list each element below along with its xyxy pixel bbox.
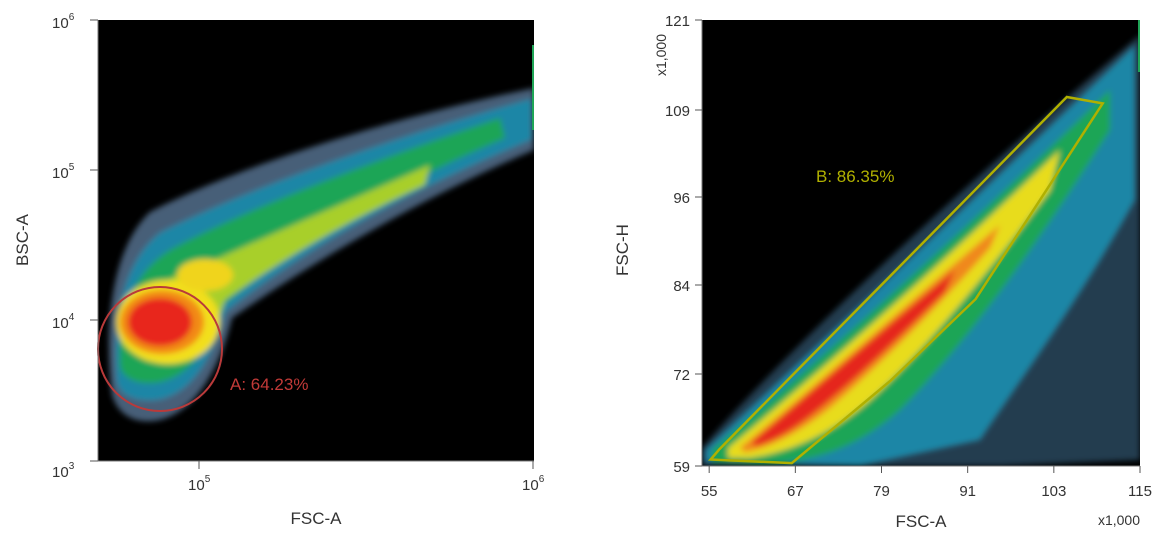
plot-a-ylabel: BSC-A — [13, 213, 32, 266]
plot-b-x-tick-label: 79 — [873, 483, 890, 500]
plot-a-y-tick-6: 106 — [52, 12, 75, 32]
plot-b-x-tick-label: 67 — [787, 483, 804, 500]
plot-b-y-tick-label: 72 — [673, 367, 690, 384]
gate-a-label: A: 64.23% — [230, 375, 308, 394]
plot-b-x-ticks: 55 67 79 91 103 115 — [701, 466, 1152, 500]
plot-b-density — [702, 20, 1140, 466]
plot-a-x-tick-5: 105 — [188, 474, 211, 494]
plot-a-y-tick-5: 105 — [52, 162, 75, 182]
plot-b-x-multiplier: x1,000 — [1098, 512, 1140, 528]
plot-b-y-ticks: 59 72 84 96 109 121 — [665, 13, 702, 476]
plot-b-x-tick-label: 91 — [959, 483, 976, 500]
plot-a-density — [108, 45, 534, 422]
plot-a: A: 64.23% 106 105 104 103 105 106 FSC-A … — [13, 12, 545, 528]
plot-b-y-tick-label: 121 — [665, 13, 690, 30]
plot-a-x-ticks: 105 106 — [188, 461, 545, 494]
plot-b-y-tick-label: 59 — [673, 459, 690, 476]
plot-b-x-tick-label: 103 — [1041, 483, 1066, 500]
plot-b-y-tick-label: 109 — [665, 103, 690, 120]
plot-b-y-tick-label: 96 — [673, 190, 690, 207]
plot-b-x-tick-label: 55 — [701, 483, 718, 500]
plot-b-y-multiplier: x1,000 — [653, 34, 669, 76]
gate-b-polygon[interactable] — [707, 95, 1105, 465]
plot-a-y-tick-3: 103 — [52, 461, 75, 481]
plot-b-ylabel: FSC-H — [613, 224, 632, 276]
plot-a-y-tick-4: 104 — [52, 312, 75, 332]
gate-b-label: B: 86.35% — [816, 167, 894, 186]
plot-b-y-tick-label: 84 — [673, 278, 690, 295]
plot-b-x-tick-label: 115 — [1128, 483, 1152, 500]
plot-a-y-ticks: 106 105 104 103 — [52, 12, 98, 481]
plot-a-x-tick-6: 106 — [522, 474, 545, 494]
plot-b-xlabel: FSC-A — [896, 512, 948, 531]
plot-a-xlabel: FSC-A — [291, 509, 343, 528]
